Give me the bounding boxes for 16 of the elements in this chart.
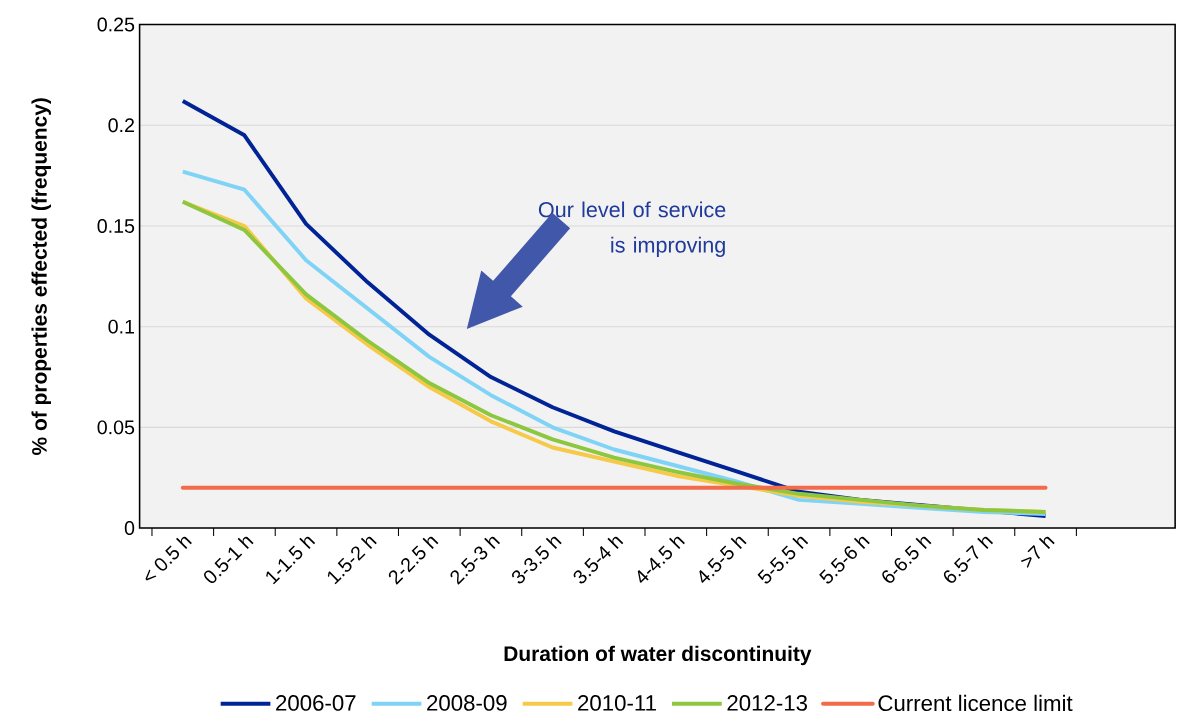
legend-label: 2012-13 <box>727 694 807 711</box>
y-axis-title: % of properties effected (frequency) <box>31 97 51 455</box>
y-tick-label: 0.2 <box>108 118 134 132</box>
x-tick-label: >7 h <box>1020 536 1055 568</box>
legend-label: 2006-07 <box>276 694 356 711</box>
legend-label: 2008-09 <box>427 694 507 711</box>
legend-label: Current licence limit <box>878 694 1073 711</box>
y-tick-label: 0.25 <box>97 17 135 32</box>
y-tick-label: 0 <box>124 520 135 535</box>
y-tick-label: 0.1 <box>108 319 135 334</box>
x-axis-title: Duration of water discontinuity <box>504 645 812 665</box>
x-tick-label: < 0.5 h <box>145 536 192 581</box>
annotation: Our level of service is improving <box>538 201 726 257</box>
y-tick-label: 0.05 <box>97 420 135 435</box>
y-tick-label: 0.15 <box>97 218 135 233</box>
legend-label: 2010-11 <box>578 694 656 711</box>
